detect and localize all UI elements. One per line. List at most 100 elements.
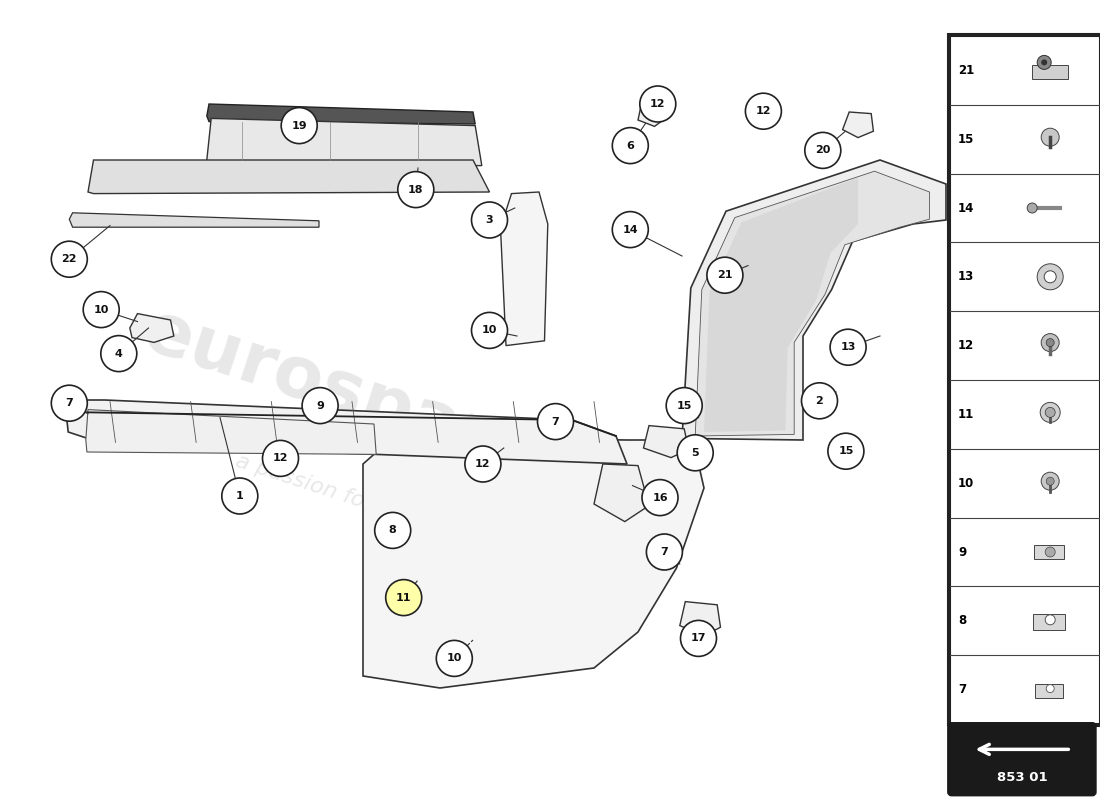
Text: 21: 21 [958, 64, 975, 77]
Text: 13: 13 [840, 342, 856, 352]
Polygon shape [207, 118, 482, 166]
Text: 4: 4 [114, 349, 123, 358]
Polygon shape [363, 437, 704, 688]
Text: 14: 14 [958, 202, 975, 214]
Text: 11: 11 [396, 593, 411, 602]
Circle shape [1046, 477, 1054, 485]
Circle shape [1044, 270, 1056, 282]
Text: 5: 5 [692, 448, 698, 458]
Text: 9: 9 [316, 401, 324, 410]
Circle shape [1045, 547, 1055, 557]
Circle shape [1046, 338, 1054, 346]
Circle shape [398, 172, 433, 208]
Text: 7: 7 [65, 398, 74, 408]
Circle shape [52, 385, 87, 421]
Text: 12: 12 [475, 459, 491, 469]
Circle shape [302, 388, 338, 424]
Text: 15: 15 [676, 401, 692, 410]
Text: 10: 10 [447, 654, 462, 663]
Polygon shape [88, 160, 490, 194]
Circle shape [375, 512, 410, 549]
Text: 14: 14 [623, 225, 638, 234]
Polygon shape [843, 112, 873, 138]
Circle shape [472, 313, 507, 349]
Circle shape [1042, 472, 1059, 490]
Polygon shape [69, 213, 319, 227]
Text: 2: 2 [815, 396, 824, 406]
Circle shape [642, 480, 678, 516]
Circle shape [437, 640, 472, 677]
Circle shape [101, 336, 136, 371]
Circle shape [282, 108, 317, 144]
Polygon shape [638, 98, 666, 126]
Text: 7: 7 [551, 417, 560, 426]
Circle shape [805, 132, 840, 168]
Text: 1: 1 [235, 491, 244, 501]
Text: a passion for parts since 1985: a passion for parts since 1985 [233, 450, 559, 574]
FancyBboxPatch shape [950, 36, 1100, 724]
Text: 10: 10 [94, 305, 109, 314]
Circle shape [1045, 614, 1055, 625]
Polygon shape [500, 192, 548, 346]
Circle shape [640, 86, 675, 122]
Text: 8: 8 [958, 614, 966, 627]
Circle shape [1037, 55, 1052, 70]
Text: 853 01: 853 01 [997, 771, 1047, 784]
Circle shape [465, 446, 501, 482]
Text: 7: 7 [958, 683, 966, 696]
Polygon shape [695, 171, 930, 436]
Text: 22: 22 [62, 254, 77, 264]
Text: 15: 15 [958, 133, 975, 146]
Circle shape [613, 127, 648, 164]
Polygon shape [207, 104, 475, 124]
Circle shape [52, 241, 87, 277]
Circle shape [538, 403, 573, 440]
Circle shape [386, 579, 421, 616]
Text: 16: 16 [652, 493, 668, 502]
Polygon shape [704, 178, 858, 432]
Text: 21: 21 [717, 270, 733, 280]
Circle shape [667, 388, 702, 424]
Circle shape [1045, 407, 1055, 418]
Text: 6: 6 [626, 141, 635, 150]
Circle shape [472, 202, 507, 238]
Circle shape [1042, 128, 1059, 146]
Circle shape [222, 478, 257, 514]
Circle shape [681, 621, 716, 656]
Text: 3: 3 [486, 215, 493, 225]
Circle shape [647, 534, 682, 570]
Polygon shape [66, 400, 627, 464]
FancyBboxPatch shape [1034, 545, 1064, 559]
Circle shape [828, 434, 864, 469]
Text: 9: 9 [958, 546, 966, 558]
Circle shape [1046, 685, 1054, 693]
Text: 11: 11 [958, 408, 975, 421]
Circle shape [830, 330, 866, 365]
Text: eurospares: eurospares [135, 297, 591, 503]
Text: 12: 12 [958, 339, 975, 352]
Circle shape [678, 435, 713, 470]
Text: 10: 10 [482, 326, 497, 335]
FancyBboxPatch shape [948, 723, 1096, 795]
Polygon shape [680, 602, 720, 636]
Text: 12: 12 [273, 454, 288, 463]
Circle shape [1041, 402, 1060, 422]
Text: 8: 8 [388, 526, 397, 535]
Circle shape [707, 257, 743, 293]
Text: 19: 19 [292, 121, 307, 130]
Circle shape [84, 292, 119, 328]
Text: 10: 10 [958, 477, 975, 490]
Polygon shape [594, 464, 649, 522]
Circle shape [802, 383, 837, 419]
FancyBboxPatch shape [1032, 66, 1068, 79]
Text: 17: 17 [691, 634, 706, 643]
Text: 12: 12 [650, 99, 666, 109]
Polygon shape [130, 314, 174, 342]
Text: 13: 13 [958, 270, 975, 283]
Text: 15: 15 [838, 446, 854, 456]
Polygon shape [682, 160, 946, 440]
Polygon shape [86, 410, 376, 454]
Text: 12: 12 [756, 106, 771, 116]
Text: 7: 7 [660, 547, 669, 557]
Text: 20: 20 [815, 146, 830, 155]
